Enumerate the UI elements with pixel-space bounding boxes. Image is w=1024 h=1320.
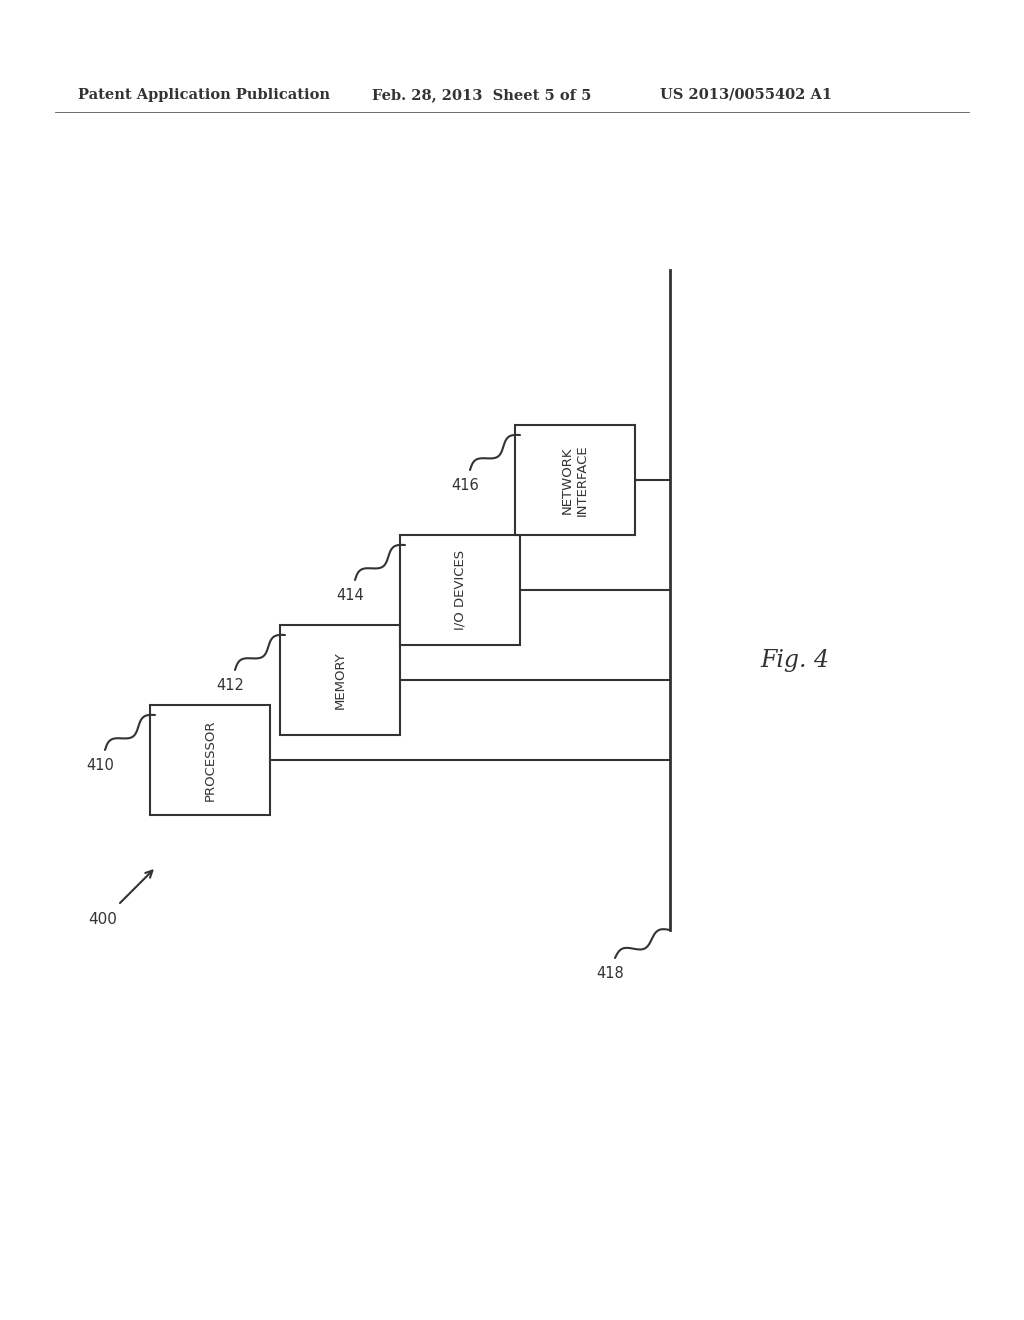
FancyBboxPatch shape <box>515 425 635 535</box>
Text: US 2013/0055402 A1: US 2013/0055402 A1 <box>660 88 833 102</box>
Text: 416: 416 <box>452 479 479 494</box>
FancyBboxPatch shape <box>150 705 270 814</box>
Text: 414: 414 <box>336 589 364 603</box>
Text: 412: 412 <box>216 678 244 693</box>
FancyBboxPatch shape <box>280 624 400 735</box>
Text: Fig. 4: Fig. 4 <box>760 648 829 672</box>
Text: MEMORY: MEMORY <box>334 651 346 709</box>
Text: 418: 418 <box>596 966 624 982</box>
Text: 410: 410 <box>86 759 114 774</box>
Text: Patent Application Publication: Patent Application Publication <box>78 88 330 102</box>
Text: 400: 400 <box>88 912 117 927</box>
FancyBboxPatch shape <box>400 535 520 645</box>
Text: PROCESSOR: PROCESSOR <box>204 719 216 801</box>
Text: I/O DEVICES: I/O DEVICES <box>454 550 467 630</box>
Text: Feb. 28, 2013  Sheet 5 of 5: Feb. 28, 2013 Sheet 5 of 5 <box>372 88 592 102</box>
Text: NETWORK
INTERFACE: NETWORK INTERFACE <box>561 445 589 516</box>
